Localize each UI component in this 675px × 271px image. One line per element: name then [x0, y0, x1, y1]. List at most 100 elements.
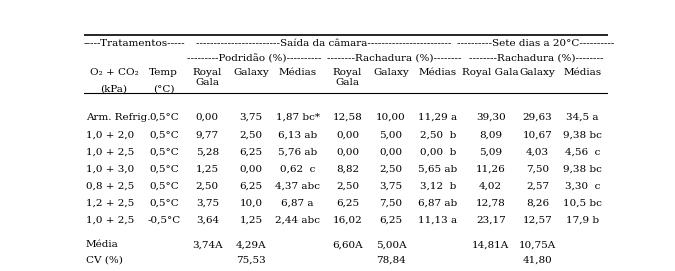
Text: 1,2 + 2,5: 1,2 + 2,5 [86, 199, 134, 208]
Text: 3,75: 3,75 [379, 182, 403, 191]
Text: 23,17: 23,17 [476, 216, 506, 225]
Text: 7,50: 7,50 [379, 199, 403, 208]
Text: 11,13 a: 11,13 a [418, 216, 458, 225]
Text: Médias: Médias [564, 68, 601, 77]
Text: 0,00: 0,00 [336, 130, 359, 139]
Text: 10,00: 10,00 [376, 113, 406, 122]
Text: 9,38 bc: 9,38 bc [563, 164, 602, 173]
Text: 0,5°C: 0,5°C [149, 199, 179, 208]
Text: 2,50: 2,50 [336, 182, 359, 191]
Text: 17,9 b: 17,9 b [566, 216, 599, 225]
Text: 2,57: 2,57 [526, 182, 549, 191]
Text: 78,84: 78,84 [376, 255, 406, 264]
Text: 11,26: 11,26 [476, 164, 506, 173]
Text: Médias: Médias [418, 68, 457, 77]
Text: 4,29A: 4,29A [236, 240, 266, 249]
Text: Galaxy: Galaxy [373, 68, 409, 77]
Text: 0,00: 0,00 [196, 113, 219, 122]
Text: --------Rachadura (%)--------: --------Rachadura (%)-------- [468, 54, 603, 63]
Text: (kPa): (kPa) [101, 85, 128, 94]
Text: -0,5°C: -0,5°C [147, 216, 180, 225]
Text: 12,57: 12,57 [522, 216, 552, 225]
Text: Média: Média [86, 240, 119, 249]
Text: 29,63: 29,63 [522, 113, 552, 122]
Text: --------Rachadura (%)--------: --------Rachadura (%)-------- [327, 54, 462, 63]
Text: 2,50: 2,50 [379, 164, 403, 173]
Text: 3,12  b: 3,12 b [420, 182, 456, 191]
Text: 5,76 ab: 5,76 ab [278, 147, 317, 156]
Text: Arm. Refrig.: Arm. Refrig. [86, 113, 151, 122]
Text: 0,00: 0,00 [240, 164, 263, 173]
Text: 10,0: 10,0 [240, 199, 263, 208]
Text: 1,0 + 2,5: 1,0 + 2,5 [86, 216, 134, 225]
Text: 6,60A: 6,60A [332, 240, 362, 249]
Text: 10,5 bc: 10,5 bc [563, 199, 602, 208]
Text: 0,5°C: 0,5°C [149, 147, 179, 156]
Text: 0,00: 0,00 [379, 147, 403, 156]
Text: 3,75: 3,75 [196, 199, 219, 208]
Text: CV (%): CV (%) [86, 255, 123, 264]
Text: 1,25: 1,25 [196, 164, 219, 173]
Text: 6,87 ab: 6,87 ab [418, 199, 458, 208]
Text: Royal
Gala: Royal Gala [333, 68, 362, 87]
Text: 6,25: 6,25 [240, 182, 263, 191]
Text: 12,58: 12,58 [333, 113, 362, 122]
Text: 5,28: 5,28 [196, 147, 219, 156]
Text: 4,56  c: 4,56 c [565, 147, 600, 156]
Text: 5,00: 5,00 [379, 130, 403, 139]
Text: 0,62  c: 0,62 c [280, 164, 315, 173]
Text: 4,03: 4,03 [526, 147, 549, 156]
Text: Galaxy: Galaxy [233, 68, 269, 77]
Text: ------------------------Saída da câmara------------------------: ------------------------Saída da câmara-… [196, 39, 452, 48]
Text: 4,02: 4,02 [479, 182, 502, 191]
Text: 1,0 + 2,0: 1,0 + 2,0 [86, 130, 134, 139]
Text: 14,81A: 14,81A [472, 240, 510, 249]
Text: 4,37 abc: 4,37 abc [275, 182, 320, 191]
Text: 6,25: 6,25 [240, 147, 263, 156]
Text: 6,13 ab: 6,13 ab [278, 130, 317, 139]
Text: 6,25: 6,25 [336, 199, 359, 208]
Text: 9,77: 9,77 [196, 130, 219, 139]
Text: Temp: Temp [149, 68, 178, 77]
Text: 16,02: 16,02 [333, 216, 362, 225]
Text: 1,87 bc*: 1,87 bc* [275, 113, 320, 122]
Text: 2,50: 2,50 [240, 130, 263, 139]
Text: 0,5°C: 0,5°C [149, 130, 179, 139]
Text: 0,00: 0,00 [336, 147, 359, 156]
Text: 2,44 abc: 2,44 abc [275, 216, 320, 225]
Text: 10,67: 10,67 [522, 130, 552, 139]
Text: 41,80: 41,80 [522, 255, 552, 264]
Text: 3,30  c: 3,30 c [565, 182, 600, 191]
Text: 3,74A: 3,74A [192, 240, 223, 249]
Text: (°C): (°C) [153, 85, 175, 94]
Text: 9,38 bc: 9,38 bc [563, 130, 602, 139]
Text: 8,09: 8,09 [479, 130, 502, 139]
Text: 8,26: 8,26 [526, 199, 549, 208]
Text: 7,50: 7,50 [526, 164, 549, 173]
Text: 0,5°C: 0,5°C [149, 182, 179, 191]
Text: 5,00A: 5,00A [376, 240, 406, 249]
Text: 2,50: 2,50 [196, 182, 219, 191]
Text: 0,00  b: 0,00 b [420, 147, 456, 156]
Text: 3,75: 3,75 [240, 113, 263, 122]
Text: 2,50  b: 2,50 b [420, 130, 456, 139]
Text: Royal
Gala: Royal Gala [192, 68, 222, 87]
Text: 1,0 + 2,5: 1,0 + 2,5 [86, 147, 134, 156]
Text: Galaxy: Galaxy [520, 68, 556, 77]
Text: 3,64: 3,64 [196, 216, 219, 225]
Text: 39,30: 39,30 [476, 113, 506, 122]
Text: 12,78: 12,78 [476, 199, 506, 208]
Text: 0,8 + 2,5: 0,8 + 2,5 [86, 182, 134, 191]
Text: 75,53: 75,53 [236, 255, 266, 264]
Text: Médias: Médias [279, 68, 317, 77]
Text: 8,82: 8,82 [336, 164, 359, 173]
Text: -----Tratamentos-----: -----Tratamentos----- [84, 39, 185, 48]
Text: 0,5°C: 0,5°C [149, 113, 179, 122]
Text: 10,75A: 10,75A [519, 240, 556, 249]
Text: ---------Podridão (%)----------: ---------Podridão (%)---------- [187, 54, 321, 63]
Text: O₂ + CO₂: O₂ + CO₂ [90, 68, 138, 77]
Text: ----------Sete dias a 20°C----------: ----------Sete dias a 20°C---------- [457, 39, 614, 48]
Text: 0,5°C: 0,5°C [149, 164, 179, 173]
Text: 1,0 + 3,0: 1,0 + 3,0 [86, 164, 134, 173]
Text: 6,87 a: 6,87 a [281, 199, 314, 208]
